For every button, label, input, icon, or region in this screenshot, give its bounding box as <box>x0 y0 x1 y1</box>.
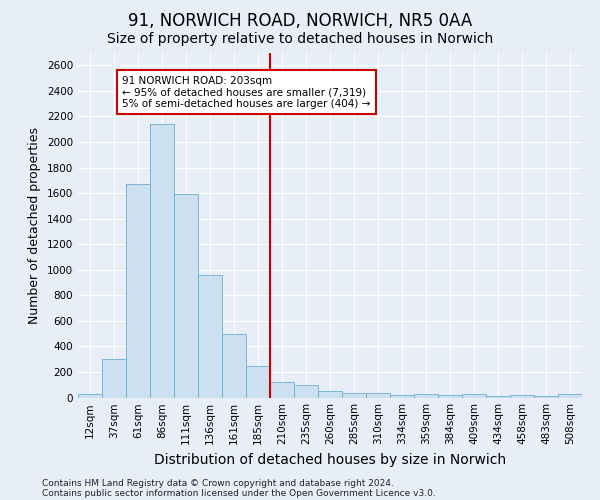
Y-axis label: Number of detached properties: Number of detached properties <box>28 126 41 324</box>
Bar <box>534 396 558 398</box>
Bar <box>462 394 486 398</box>
Bar <box>318 391 342 398</box>
Bar <box>222 334 246 398</box>
Text: Size of property relative to detached houses in Norwich: Size of property relative to detached ho… <box>107 32 493 46</box>
Bar <box>102 359 126 398</box>
Bar <box>414 394 438 398</box>
Bar <box>174 194 198 398</box>
Bar <box>438 395 462 398</box>
Bar <box>150 124 174 398</box>
Bar <box>510 395 534 398</box>
Bar <box>294 384 318 398</box>
Bar <box>486 396 510 398</box>
Bar <box>126 184 150 398</box>
Bar <box>342 393 366 398</box>
Bar <box>558 394 582 398</box>
Bar <box>390 395 414 398</box>
Bar <box>78 394 102 398</box>
Text: 91 NORWICH ROAD: 203sqm
← 95% of detached houses are smaller (7,319)
5% of semi-: 91 NORWICH ROAD: 203sqm ← 95% of detache… <box>122 76 371 108</box>
Bar <box>366 393 390 398</box>
Bar <box>198 275 222 398</box>
Bar <box>270 382 294 398</box>
X-axis label: Distribution of detached houses by size in Norwich: Distribution of detached houses by size … <box>154 453 506 467</box>
Bar <box>246 366 270 398</box>
Text: 91, NORWICH ROAD, NORWICH, NR5 0AA: 91, NORWICH ROAD, NORWICH, NR5 0AA <box>128 12 472 30</box>
Text: Contains HM Land Registry data © Crown copyright and database right 2024.: Contains HM Land Registry data © Crown c… <box>42 478 394 488</box>
Text: Contains public sector information licensed under the Open Government Licence v3: Contains public sector information licen… <box>42 488 436 498</box>
